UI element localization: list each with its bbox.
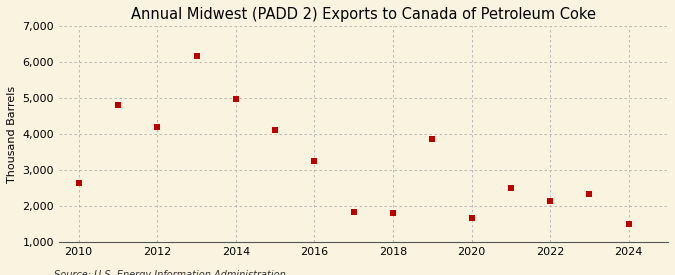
Point — [387, 211, 398, 216]
Point — [191, 53, 202, 58]
Point — [152, 125, 163, 129]
Point — [270, 127, 281, 132]
Point — [230, 97, 241, 101]
Point — [545, 199, 556, 203]
Point — [348, 210, 359, 215]
Point — [427, 137, 437, 142]
Y-axis label: Thousand Barrels: Thousand Barrels — [7, 86, 17, 183]
Point — [113, 103, 124, 108]
Point — [73, 180, 84, 185]
Title: Annual Midwest (PADD 2) Exports to Canada of Petroleum Coke: Annual Midwest (PADD 2) Exports to Canad… — [131, 7, 596, 22]
Point — [584, 192, 595, 197]
Point — [466, 216, 477, 220]
Point — [623, 222, 634, 226]
Point — [309, 159, 320, 163]
Text: Source: U.S. Energy Information Administration: Source: U.S. Energy Information Administ… — [54, 270, 286, 275]
Point — [506, 186, 516, 190]
